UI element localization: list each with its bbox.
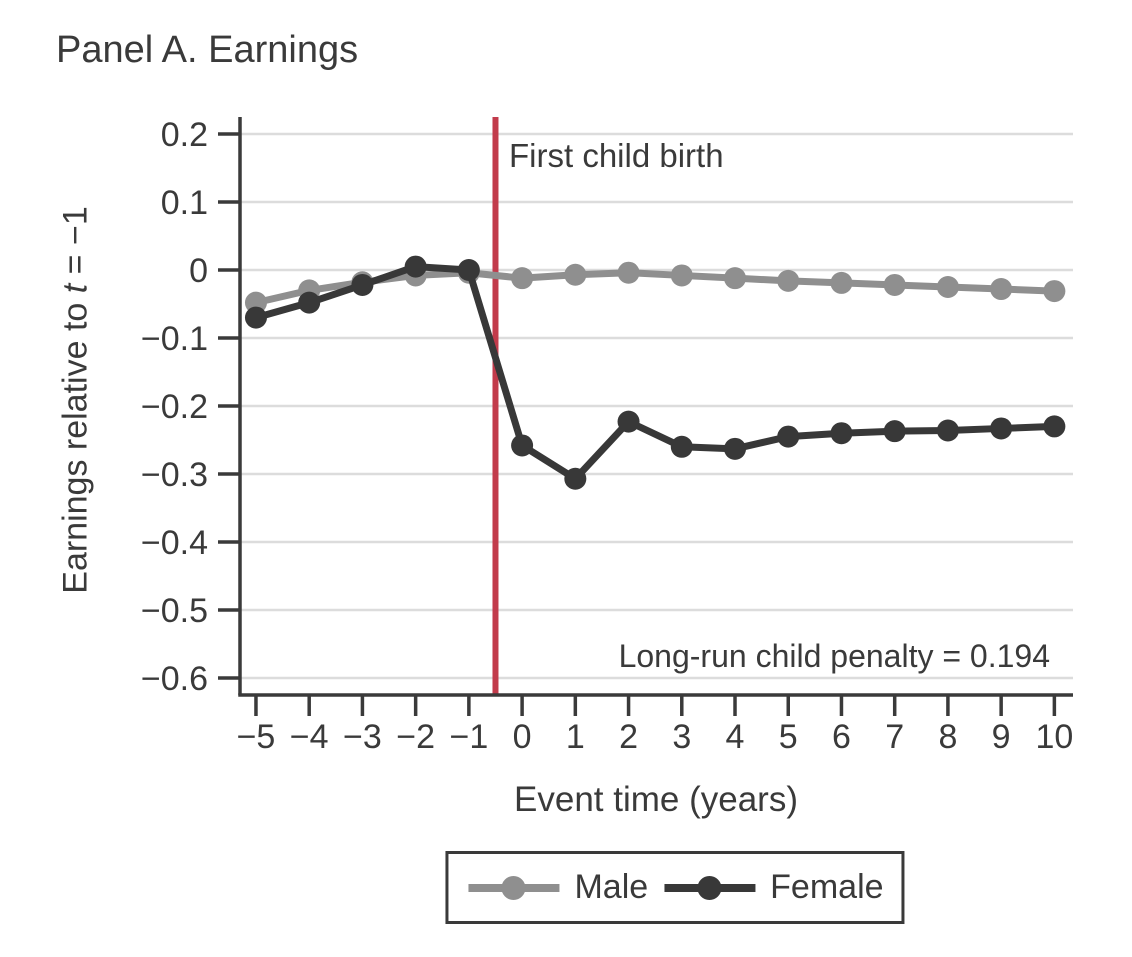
female-series-line [252,263,1058,483]
female-data-point [564,467,587,490]
y-tick-label: 0 [189,252,208,290]
male-data-point [511,267,534,290]
female-data-point [936,419,959,442]
x-tick-label: −2 [396,718,435,756]
male-data-point [564,263,587,286]
male-data-point [617,261,640,284]
x-axis-label: Event time (years) [514,780,798,819]
x-tick-label: 3 [672,718,691,756]
legend-item-female: Female [662,868,884,907]
female-data-point [830,422,853,445]
male-data-point [830,271,853,294]
female-data-point [617,410,640,433]
y-tick-label: −0.2 [141,388,208,426]
female-data-point [457,259,480,281]
y-tick-label: −0.5 [141,592,208,630]
x-tick-label: 9 [992,718,1011,756]
female-data-point [777,425,800,448]
x-tick-label: 2 [619,718,638,756]
x-tick-label: 1 [566,718,585,756]
x-tick-label: 8 [938,718,957,756]
first-child-birth-annotation: First child birth [509,137,724,174]
female-data-point [511,434,534,457]
male-data-point [883,273,906,296]
x-tick-label: 10 [1035,718,1073,756]
legend-label-male: Male [574,868,649,906]
x-tick-label: −5 [237,718,276,756]
x-tick-label: −3 [343,718,382,756]
long-run-penalty-annotation: Long-run child penalty = 0.194 [618,638,1050,674]
x-tick-label: −1 [449,718,488,756]
y-tick-label: −0.4 [141,524,208,562]
male-data-point [670,264,693,287]
x-tick-label: 4 [726,718,745,756]
y-tick-label: −0.3 [141,456,208,494]
x-tick-label: 0 [513,718,532,756]
male-data-point [990,278,1013,301]
male-data-point [1043,280,1066,303]
female-data-point [724,437,747,460]
y-tick-label: 0.1 [161,184,208,222]
female-line-sample-icon [664,875,756,900]
female-data-point [670,435,693,458]
female-data-point [990,417,1013,440]
y-tick-label: −0.6 [141,660,208,698]
female-data-point [883,420,906,443]
x-tick-label: 5 [779,718,798,756]
chart-title: Panel A. Earnings [56,29,359,71]
female-data-point [244,306,267,329]
female-data-point [1043,415,1066,438]
male-data-point [936,276,959,298]
y-tick-label: −0.1 [141,320,208,358]
female-data-point [351,273,374,296]
y-tick-label: 0.2 [161,116,208,154]
x-tick-label: 7 [885,718,904,756]
female-data-point [404,255,427,278]
female-data-point [298,291,321,314]
x-tick-label: 6 [832,718,851,756]
male-data-point [724,267,747,290]
male-data-point [777,269,800,292]
male-line-sample-icon [468,875,560,900]
legend-label-female: Female [770,868,884,906]
x-tick-label: −4 [290,718,329,756]
legend-item-male: Male [466,868,648,907]
legend: Male Female [445,851,905,924]
